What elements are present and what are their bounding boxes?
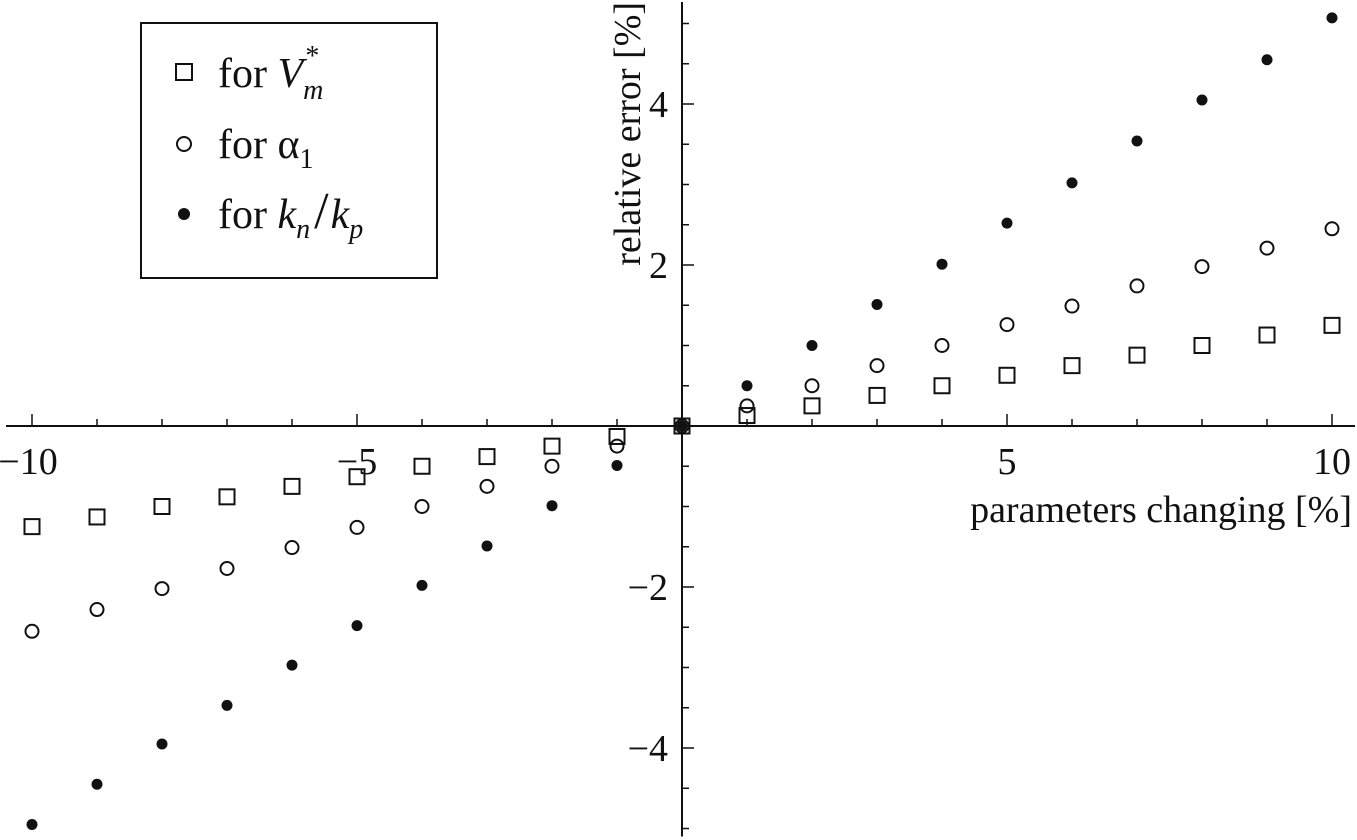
point-open-circle xyxy=(154,581,170,597)
point-open-circle xyxy=(609,438,625,454)
point-open-circle xyxy=(219,560,235,576)
y-tick-label: −2 xyxy=(628,567,668,609)
y-tick-label: 4 xyxy=(649,84,668,126)
point-square xyxy=(23,518,41,536)
point-square xyxy=(868,386,886,404)
point-filled-circle xyxy=(741,380,753,392)
point-filled-circle xyxy=(546,500,558,512)
point-open-circle xyxy=(24,623,40,639)
point-square xyxy=(283,477,301,495)
point-square xyxy=(1323,316,1341,334)
point-open-circle xyxy=(1064,298,1080,314)
point-open-circle xyxy=(869,358,885,374)
legend-marker-open-circle xyxy=(176,136,192,152)
y-axis-label: relative error [%] xyxy=(607,2,649,266)
point-square xyxy=(348,468,366,486)
legend-entry-vm: for Vm* xyxy=(175,41,323,106)
point-filled-circle xyxy=(221,699,233,711)
point-open-circle xyxy=(349,519,365,535)
point-square xyxy=(1258,326,1276,344)
point-filled-circle xyxy=(481,540,493,552)
point-filled-circle xyxy=(806,340,818,351)
point-filled-circle xyxy=(26,818,38,830)
point-open-circle xyxy=(414,499,430,514)
point-square xyxy=(1128,346,1146,364)
point-open-circle xyxy=(674,418,690,434)
point-filled-circle xyxy=(1131,135,1143,147)
point-filled-circle xyxy=(1196,94,1208,106)
point-open-circle xyxy=(479,478,495,494)
point-open-circle xyxy=(89,602,105,618)
point-filled-circle xyxy=(676,420,688,432)
point-square xyxy=(738,407,756,425)
point-square xyxy=(608,427,626,445)
legend-entry-kn-kp-label: for kn/kp xyxy=(218,183,363,245)
series-open-square xyxy=(23,316,1341,536)
point-filled-circle xyxy=(1326,12,1338,24)
x-tick-label: 10 xyxy=(1313,441,1351,483)
point-filled-circle xyxy=(871,298,883,310)
point-filled-circle xyxy=(936,258,948,270)
legend-entry-alpha: for α1 xyxy=(176,122,314,175)
point-square xyxy=(478,448,496,466)
point-square xyxy=(218,488,236,506)
point-square xyxy=(803,397,821,415)
point-open-circle xyxy=(1324,221,1340,237)
point-square xyxy=(88,508,106,526)
point-square xyxy=(1193,337,1211,354)
point-filled-circle xyxy=(286,659,298,671)
y-tick-label: −4 xyxy=(628,728,668,770)
point-open-circle xyxy=(1129,278,1145,294)
point-filled-circle xyxy=(156,738,168,750)
point-open-circle xyxy=(1194,259,1210,275)
point-filled-circle xyxy=(416,579,428,591)
series-filled-circle xyxy=(26,12,1338,830)
legend-marker-filled-circle xyxy=(178,208,190,220)
series-open-circle xyxy=(24,221,1340,639)
point-square xyxy=(998,366,1016,384)
point-open-circle xyxy=(934,338,950,353)
point-filled-circle xyxy=(91,778,103,790)
point-square xyxy=(1063,357,1081,375)
x-axis-label: parameters changing [%] xyxy=(970,489,1352,531)
x-tick-label: −5 xyxy=(337,441,377,483)
point-square xyxy=(933,377,951,395)
point-open-circle xyxy=(284,540,300,556)
legend-entry-vm-label: for Vm* xyxy=(218,41,323,106)
point-square xyxy=(543,437,561,455)
x-tick-label: 5 xyxy=(998,441,1017,483)
data-points xyxy=(23,12,1341,830)
tick-labels: −10 −5 5 10 −4 −2 2 4 xyxy=(0,84,1351,770)
point-filled-circle xyxy=(1001,217,1013,229)
point-filled-circle xyxy=(1261,54,1273,66)
point-filled-circle xyxy=(1066,177,1078,189)
legend: for Vm* for α1 for kn/kp xyxy=(140,22,438,279)
point-open-circle xyxy=(544,458,560,474)
y-tick-label: 2 xyxy=(649,245,668,287)
point-filled-circle xyxy=(351,620,363,632)
point-open-circle xyxy=(999,317,1015,333)
point-open-circle xyxy=(739,398,755,414)
x-tick-label: −10 xyxy=(0,441,58,483)
point-square xyxy=(153,498,171,515)
point-filled-circle xyxy=(611,459,623,471)
point-square xyxy=(413,457,431,475)
legend-marker-open-square xyxy=(175,63,193,81)
legend-entry-alpha-label: for α1 xyxy=(218,122,314,175)
point-open-circle xyxy=(804,378,820,394)
legend-entry-kn-kp: for kn/kp xyxy=(178,183,363,245)
point-open-circle xyxy=(1259,240,1275,256)
